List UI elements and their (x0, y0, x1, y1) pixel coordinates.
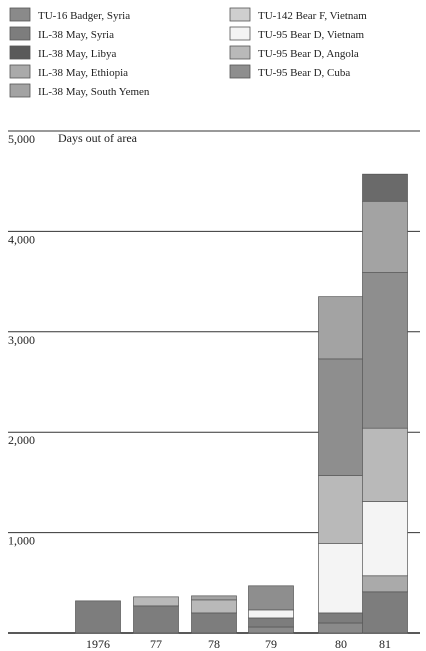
legend-left-swatch-0 (9, 7, 31, 22)
x-tick-label-1: 77 (150, 637, 162, 651)
bar-segment-1-1 (133, 605, 179, 634)
bar-segment-3-5 (248, 609, 294, 619)
bar-segment-2-6 (191, 599, 237, 614)
legend-right-swatch-3 (229, 64, 251, 79)
legend-right-label-2: TU-95 Bear D, Angola (258, 48, 359, 60)
legend-left-label-1: IL-38 May, Syria (38, 29, 114, 41)
bars (75, 173, 408, 634)
legend-right-label-1: TU-95 Bear D, Vietnam (258, 29, 364, 41)
bar-segment-4-7 (318, 358, 364, 476)
bar-segment-4-1 (318, 612, 364, 624)
bar-segment-4-5 (318, 543, 364, 614)
bar-segment-1-6 (133, 596, 179, 607)
x-tick-label-0: 1976 (86, 637, 110, 651)
y-tick-label-1: 2,000 (8, 433, 35, 447)
legend-left-swatch-2 (9, 45, 31, 60)
legend-right-swatch-2 (229, 45, 251, 60)
legend-left-label-0: TU-16 Badger, Syria (38, 10, 130, 22)
legend-right-swatch-1 (229, 26, 251, 41)
bar-segment-5-5 (362, 501, 408, 577)
y-tick-label-3: 4,000 (8, 232, 35, 246)
legend-right-label-3: TU-95 Bear D, Cuba (258, 67, 350, 79)
bar-segment-5-7 (362, 272, 408, 429)
legend-left-swatch-4 (9, 83, 31, 98)
bar-segment-4-6 (318, 475, 364, 544)
legend-left-swatch-1 (9, 26, 31, 41)
bar-segment-5-6 (362, 427, 408, 502)
x-tick-label-5: 81 (379, 637, 391, 651)
bar-segment-2-1 (191, 612, 237, 634)
legend-left-label-2: IL-38 May, Libya (38, 48, 117, 60)
legend-left-label-3: IL-38 May, Ethiopia (38, 67, 128, 79)
bar-segment-4-8 (318, 296, 364, 360)
bar-segment-5-8 (362, 200, 408, 273)
legend: TU-16 Badger, Syria IL-38 May, Syria IL-38… (9, 7, 367, 98)
bar-segment-5-9 (362, 173, 408, 202)
legend-right-swatch-0 (229, 7, 251, 22)
bar-segment-2-8 (191, 595, 237, 601)
y-axis-label: Days out of area (58, 131, 138, 145)
y-tick-label-2: 3,000 (8, 333, 35, 347)
bar-segment-3-0 (248, 626, 294, 634)
legend-left-swatch-3 (9, 64, 31, 79)
y-axis: 1,000 2,000 3,000 4,000 5,000 (8, 132, 35, 548)
bar-segment-5-3 (362, 575, 408, 593)
x-tick-label-3: 79 (265, 637, 277, 651)
bar-segment-3-1 (248, 617, 294, 628)
legend-right-label-0: TU-142 Bear F, Vietnam (258, 10, 367, 22)
legend-left-label-4: IL-38 May, South Yemen (38, 86, 150, 98)
x-tick-label-2: 78 (208, 637, 220, 651)
bar-segment-4-0 (318, 622, 364, 634)
bar-segment-5-1 (362, 591, 408, 634)
y-tick-label-0: 1,000 (8, 534, 35, 548)
x-axis: 1976 77 78 79 80 81 (86, 637, 391, 651)
bar-segment-0-1 (75, 600, 121, 634)
x-tick-label-4: 80 (335, 637, 347, 651)
y-tick-label-4: 5,000 (8, 132, 35, 146)
bar-segment-3-7 (248, 585, 294, 611)
